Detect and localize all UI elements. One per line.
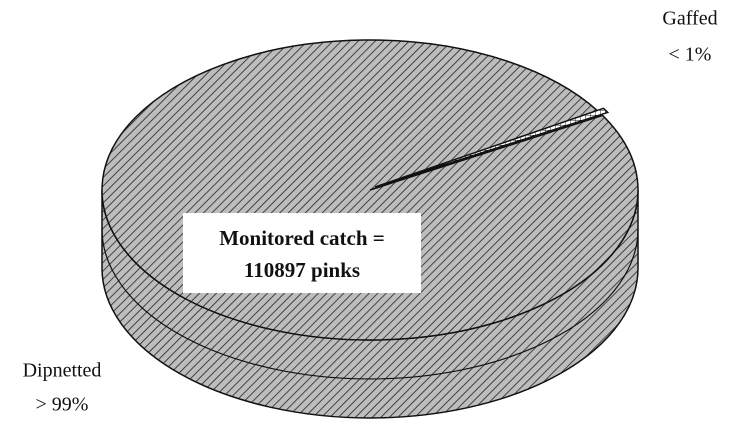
annotation: Monitored catch = <box>219 226 385 250</box>
slice-value-label: < 1% <box>669 44 712 66</box>
slice-label: Gaffed <box>662 8 717 30</box>
slice-label: Dipnetted <box>23 360 102 382</box>
annotation: 110897 pinks <box>244 258 360 282</box>
pie-side-line <box>101 228 639 380</box>
annotation-box <box>183 213 421 293</box>
pie-slice <box>374 107 610 188</box>
slice-value-label: > 99% <box>36 394 89 416</box>
pie-slice <box>101 39 639 341</box>
